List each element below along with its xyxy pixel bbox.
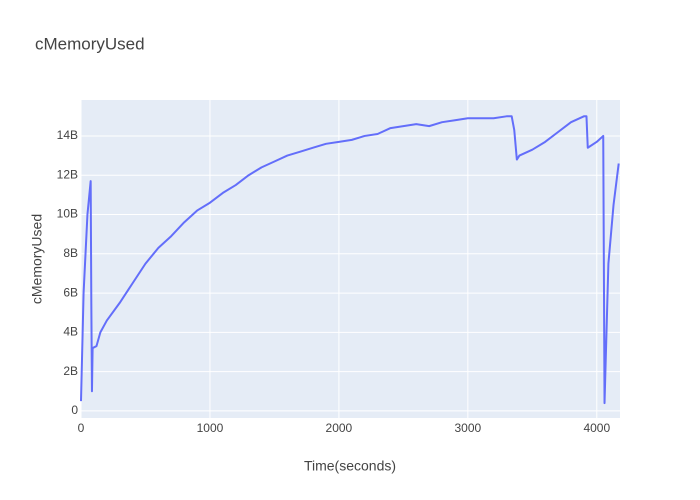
y-tick-label: 10B [57, 207, 78, 221]
plot-area [81, 100, 620, 418]
y-tick-label: 14B [57, 128, 78, 142]
y-tick-label: 12B [57, 167, 78, 181]
x-tick-label: 4000 [583, 421, 610, 435]
x-tick-label: 2000 [326, 421, 353, 435]
y-tick-label: 8B [63, 246, 78, 260]
y-tick-label: 2B [63, 364, 78, 378]
x-tick-label: 0 [78, 421, 85, 435]
x-axis-title: Time(seconds) [304, 458, 396, 474]
data-line [80, 115, 620, 405]
y-axis-title: cMemoryUsed [29, 214, 45, 304]
chart-title: cMemoryUsed [35, 34, 145, 53]
y-tick-label: 6B [63, 285, 78, 299]
y-tick-label: 0 [71, 403, 78, 417]
x-tick-label: 3000 [454, 421, 481, 435]
y-tick-label: 4B [63, 325, 78, 339]
x-tick-label: 1000 [197, 421, 224, 435]
